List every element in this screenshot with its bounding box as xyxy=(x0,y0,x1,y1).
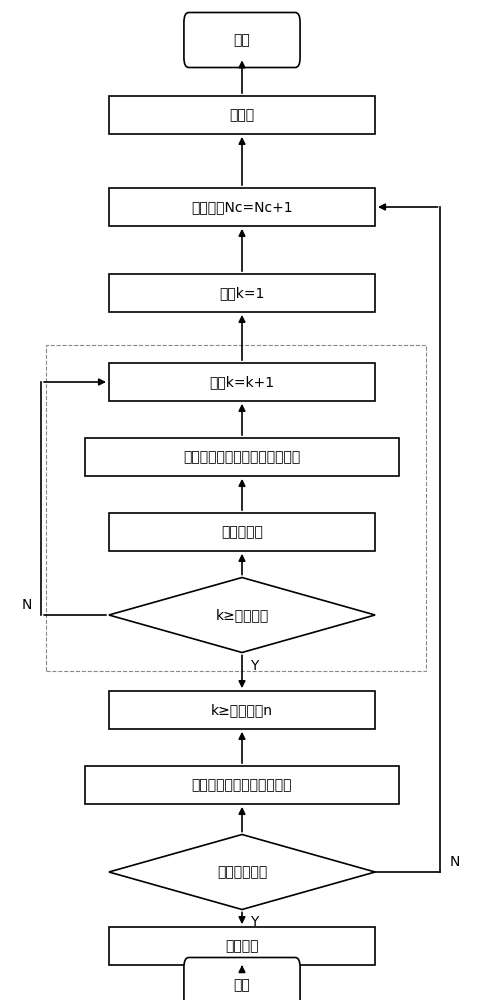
FancyBboxPatch shape xyxy=(109,188,375,226)
Polygon shape xyxy=(109,834,375,910)
Text: Y: Y xyxy=(250,916,258,930)
Text: 按照状态转移概率公式选择路径: 按照状态转移概率公式选择路径 xyxy=(183,450,301,464)
Text: 对信息素浓度进行成倍放大: 对信息素浓度进行成倍放大 xyxy=(192,778,292,792)
FancyBboxPatch shape xyxy=(109,927,375,965)
Text: Y: Y xyxy=(250,658,258,672)
Text: 修改禁忌表: 修改禁忌表 xyxy=(221,525,263,539)
Text: 结束: 结束 xyxy=(234,978,250,992)
FancyBboxPatch shape xyxy=(184,958,300,1000)
Text: N: N xyxy=(21,598,32,612)
FancyBboxPatch shape xyxy=(109,691,375,729)
Text: 蚂蚁k=k+1: 蚂蚁k=k+1 xyxy=(210,375,274,389)
FancyBboxPatch shape xyxy=(109,363,375,401)
Text: 初始化: 初始化 xyxy=(229,108,255,122)
Text: 迭代次数Nc=Nc+1: 迭代次数Nc=Nc+1 xyxy=(191,200,293,214)
Text: k≥蚂蚁总数n: k≥蚂蚁总数n xyxy=(211,703,273,717)
Text: 开始: 开始 xyxy=(234,33,250,47)
FancyBboxPatch shape xyxy=(184,12,300,68)
FancyBboxPatch shape xyxy=(85,438,399,476)
FancyBboxPatch shape xyxy=(109,513,375,551)
Text: N: N xyxy=(450,855,460,869)
FancyBboxPatch shape xyxy=(109,96,375,134)
FancyBboxPatch shape xyxy=(85,766,399,804)
Text: k≥蚂蚁总数: k≥蚂蚁总数 xyxy=(215,608,269,622)
Text: 满足结束条件: 满足结束条件 xyxy=(217,865,267,879)
Bar xyxy=(46,345,426,670)
FancyBboxPatch shape xyxy=(109,274,375,312)
Text: 满足条件: 满足条件 xyxy=(225,939,259,953)
Polygon shape xyxy=(109,578,375,652)
Text: 蚂蚁k=1: 蚂蚁k=1 xyxy=(219,286,265,300)
